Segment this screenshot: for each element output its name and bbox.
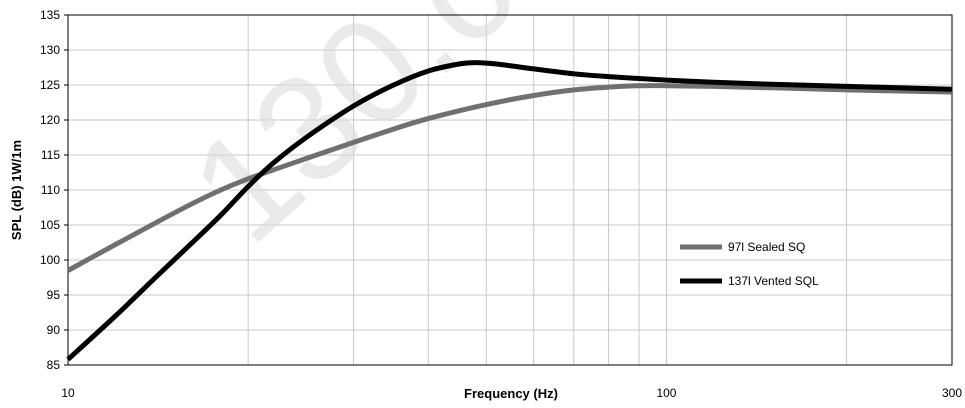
x-tick-label: 10 — [61, 386, 75, 400]
series-line-2 — [66, 60, 953, 362]
x-axis-title: Frequency (Hz) — [464, 386, 558, 401]
y-tick-label: 120 — [40, 113, 60, 127]
legend: 97l Sealed SQ 137l Vented SQL — [680, 240, 819, 288]
y-tick-label: 95 — [47, 288, 61, 302]
y-axis-ticks: 85 90 95 100 105 110 115 120 125 130 135 — [40, 8, 68, 372]
legend-label-1: 97l Sealed SQ — [728, 240, 805, 254]
y-tick-label: 90 — [47, 323, 61, 337]
x-tick-label: 100 — [656, 386, 676, 400]
y-tick-label: 110 — [41, 183, 60, 197]
y-tick-label: 130 — [40, 43, 60, 57]
y-tick-label: 105 — [40, 218, 60, 232]
series-lines — [66, 60, 953, 362]
series-line-1 — [66, 83, 953, 273]
y-tick-label: 85 — [47, 358, 61, 372]
y-axis-title: SPL (dB) 1W/1m — [9, 140, 24, 240]
y-tick-label: 100 — [40, 253, 60, 267]
x-axis-ticks: 10 100 300 — [61, 386, 962, 400]
legend-label-2: 137l Vented SQL — [728, 274, 819, 288]
y-tick-label: 135 — [40, 8, 60, 22]
y-tick-label: 115 — [41, 148, 60, 162]
watermark-text: 130.co — [159, 0, 606, 274]
x-tick-label: 300 — [942, 386, 962, 400]
y-tick-label: 125 — [40, 78, 60, 92]
